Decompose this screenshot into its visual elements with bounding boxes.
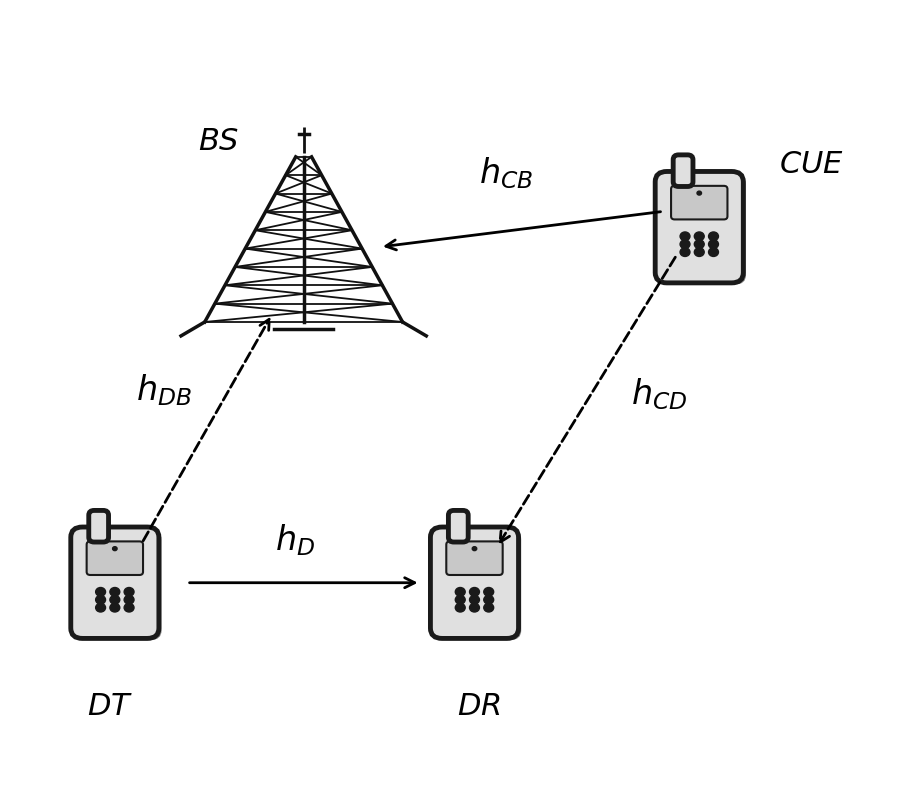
Circle shape xyxy=(484,588,494,597)
Circle shape xyxy=(472,547,477,551)
Circle shape xyxy=(708,233,719,242)
Text: $\mathit{DR}$: $\mathit{DR}$ xyxy=(457,691,501,719)
Text: $h_{D}$: $h_{D}$ xyxy=(275,522,315,557)
Circle shape xyxy=(124,588,134,597)
FancyBboxPatch shape xyxy=(446,542,503,575)
Circle shape xyxy=(110,604,120,612)
Circle shape xyxy=(694,241,704,249)
Circle shape xyxy=(680,248,690,257)
Circle shape xyxy=(469,588,479,597)
FancyBboxPatch shape xyxy=(673,156,693,187)
FancyBboxPatch shape xyxy=(87,542,143,575)
Circle shape xyxy=(680,241,690,249)
FancyBboxPatch shape xyxy=(448,511,468,542)
FancyBboxPatch shape xyxy=(435,531,521,640)
FancyBboxPatch shape xyxy=(430,528,519,638)
Text: $\mathit{DT}$: $\mathit{DT}$ xyxy=(88,691,133,719)
Circle shape xyxy=(112,547,117,551)
FancyBboxPatch shape xyxy=(656,173,743,283)
Circle shape xyxy=(96,604,106,612)
FancyBboxPatch shape xyxy=(89,511,109,542)
Circle shape xyxy=(96,588,106,597)
Circle shape xyxy=(697,192,701,196)
Circle shape xyxy=(694,233,704,242)
Text: $\mathit{BS}$: $\mathit{BS}$ xyxy=(197,127,239,156)
Circle shape xyxy=(456,596,466,605)
FancyBboxPatch shape xyxy=(71,528,159,638)
Circle shape xyxy=(124,596,134,605)
Circle shape xyxy=(708,241,719,249)
Text: $h_{DB}$: $h_{DB}$ xyxy=(136,372,192,407)
Circle shape xyxy=(680,233,690,242)
FancyBboxPatch shape xyxy=(671,186,728,220)
Circle shape xyxy=(484,596,494,605)
Circle shape xyxy=(708,248,719,257)
Text: $h_{CB}$: $h_{CB}$ xyxy=(479,155,533,190)
Circle shape xyxy=(694,248,704,257)
Circle shape xyxy=(124,604,134,612)
Circle shape xyxy=(484,604,494,612)
FancyBboxPatch shape xyxy=(660,175,746,285)
Text: $h_{CD}$: $h_{CD}$ xyxy=(631,376,687,411)
Circle shape xyxy=(469,604,479,612)
Circle shape xyxy=(110,588,120,597)
Circle shape xyxy=(96,596,106,605)
Circle shape xyxy=(456,604,466,612)
FancyBboxPatch shape xyxy=(75,531,162,640)
Circle shape xyxy=(469,596,479,605)
Circle shape xyxy=(456,588,466,597)
Circle shape xyxy=(110,596,120,605)
Text: $\mathit{CUE}$: $\mathit{CUE}$ xyxy=(779,150,844,179)
